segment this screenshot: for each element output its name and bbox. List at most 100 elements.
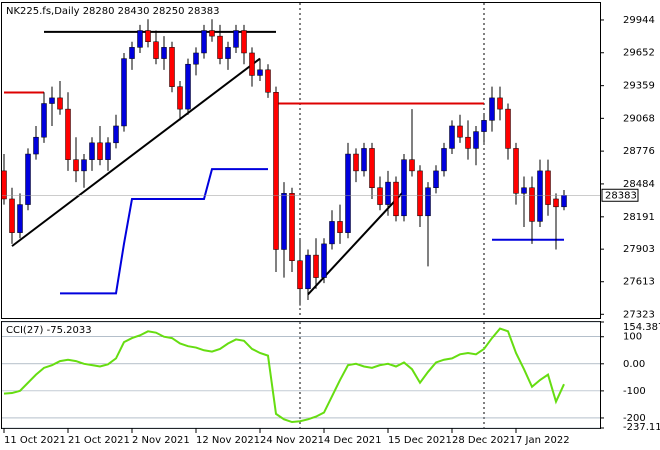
candle-body xyxy=(249,52,255,76)
candle-body xyxy=(417,170,423,217)
x-tick-label: 15 Dec 2021 xyxy=(388,435,452,446)
candle-body xyxy=(201,30,207,54)
indicator-line xyxy=(3,327,565,424)
candle-body xyxy=(473,131,479,149)
candle-body xyxy=(273,92,279,250)
candle-body xyxy=(49,97,55,104)
candle-body xyxy=(145,30,151,42)
x-tick-label: 11 Oct 2021 xyxy=(4,435,66,446)
candle-body xyxy=(177,86,183,110)
step-line xyxy=(60,168,268,295)
candle-body xyxy=(529,187,535,222)
candle-body xyxy=(9,198,15,233)
candle-body xyxy=(409,159,415,172)
candle-body xyxy=(505,108,511,149)
candle-body xyxy=(129,47,135,59)
candle-body xyxy=(73,159,79,172)
candle-body xyxy=(369,148,375,188)
candle-body xyxy=(233,30,239,48)
candle-body xyxy=(353,153,359,172)
candle-body xyxy=(281,193,287,250)
cci-panel xyxy=(1,321,601,429)
y-tick-label: 29652 xyxy=(623,48,655,59)
candle-body xyxy=(457,125,463,138)
y-tick-label: 27323 xyxy=(623,309,655,320)
x-tick-label: 4 Dec 2021 xyxy=(324,435,382,446)
y-tick-label: 28191 xyxy=(623,212,655,223)
x-tick-label: 28 Dec 2021 xyxy=(452,435,516,446)
candle-body xyxy=(313,254,319,278)
candle-body xyxy=(161,47,167,59)
candle-body xyxy=(81,159,87,172)
candle-body xyxy=(481,120,487,132)
candle-body xyxy=(465,136,471,149)
y-tick-label: -100 xyxy=(623,386,646,397)
y-tick-label: 29944 xyxy=(623,15,655,26)
candle-body xyxy=(297,260,303,290)
candle-body xyxy=(545,170,551,205)
trend-line xyxy=(11,57,261,247)
candle-body xyxy=(89,142,95,160)
x-tick-label: 21 Oct 2021 xyxy=(68,435,130,446)
y-tick-label: 100 xyxy=(623,332,642,343)
candle-body xyxy=(209,30,215,37)
candle-body xyxy=(257,69,263,76)
candle-body xyxy=(425,187,431,217)
last-price-label: 28383 xyxy=(605,190,637,201)
candle-body xyxy=(321,243,327,278)
candle-body xyxy=(401,159,407,217)
x-tick-label: 12 Nov 2021 xyxy=(196,435,260,446)
candle-body xyxy=(17,204,23,233)
candle-body xyxy=(449,125,455,149)
y-tick-label: 28776 xyxy=(623,146,655,157)
candle-body xyxy=(265,69,271,93)
chart-title: NK225.fs,Daily 28280 28430 28250 28383 xyxy=(6,6,219,17)
y-tick-label: 29068 xyxy=(623,113,655,124)
candle-body xyxy=(329,221,335,245)
candle-body xyxy=(225,47,231,59)
candle-body xyxy=(185,63,191,110)
candle-body xyxy=(345,153,351,233)
candle-body xyxy=(433,170,439,188)
candle-body xyxy=(193,52,199,65)
y-tick-label: -237.112 xyxy=(623,422,660,433)
candle-body xyxy=(153,41,159,59)
candle-body xyxy=(497,97,503,110)
candle-body xyxy=(337,221,343,233)
last-price-box xyxy=(601,188,639,202)
candle-body xyxy=(57,97,63,110)
candle-body xyxy=(289,193,295,261)
candle-body xyxy=(561,195,567,208)
candle-body xyxy=(489,97,495,121)
candle-body xyxy=(137,30,143,48)
y-tick-label: -200 xyxy=(623,413,646,424)
candle-body xyxy=(385,181,391,205)
candle-body xyxy=(537,170,543,222)
candle-body xyxy=(513,148,519,194)
candle-body xyxy=(169,47,175,87)
candle-body xyxy=(121,58,127,127)
y-tick-label: 27903 xyxy=(623,244,655,255)
candle-body xyxy=(305,254,311,290)
y-tick-label: 154.3875 xyxy=(623,322,660,333)
candle-body xyxy=(377,187,383,205)
y-tick-label: 29359 xyxy=(623,81,655,92)
indicator-title: CCI(27) -75.2033 xyxy=(6,325,92,336)
candle-body xyxy=(361,148,367,172)
candle-body xyxy=(393,181,399,217)
x-tick-label: 7 Jan 2022 xyxy=(516,435,570,446)
candle-body xyxy=(41,103,47,138)
candle-body xyxy=(441,148,447,172)
candle-body xyxy=(1,170,7,200)
candle-body xyxy=(241,30,247,54)
candle-body xyxy=(113,125,119,144)
y-tick-label: 27613 xyxy=(623,277,655,288)
x-tick-label: 24 Nov 2021 xyxy=(260,435,324,446)
candle-body xyxy=(105,142,111,160)
candle-body xyxy=(25,153,31,205)
candle-body xyxy=(97,142,103,160)
y-tick-label: 0.00 xyxy=(623,359,645,370)
candle-body xyxy=(521,187,527,194)
x-tick-label: 2 Nov 2021 xyxy=(132,435,190,446)
